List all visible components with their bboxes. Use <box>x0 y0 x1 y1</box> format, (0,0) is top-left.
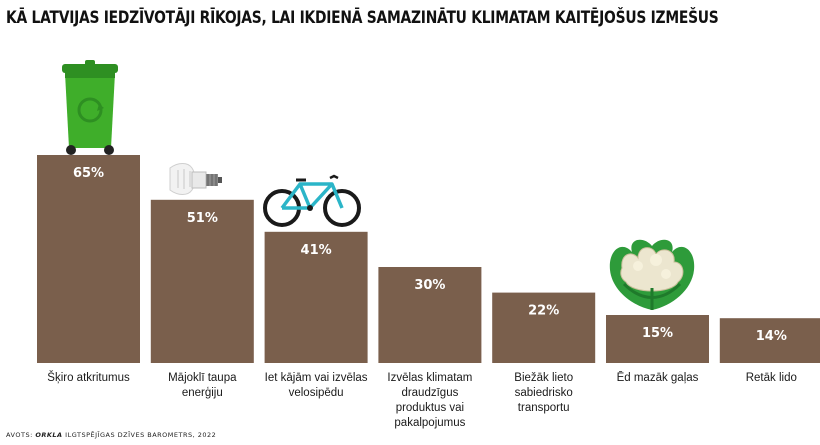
bar-value-label: 41% <box>301 243 332 258</box>
category-label: Mājoklī taupa enerģiju <box>168 372 237 399</box>
bar-value-label: 51% <box>187 211 218 226</box>
chart-title: KĀ LATVIJAS IEDZĪVOTĀJI RĪKOJAS, LAI IKD… <box>6 8 719 27</box>
bar <box>719 318 820 363</box>
bar <box>37 155 140 363</box>
bar-value-label: 14% <box>756 329 787 344</box>
light-bulb-icon <box>169 163 222 195</box>
bar-group: 65% 51% 41% 30% 22% 15% 14% <box>37 155 820 363</box>
bar-value-label: 30% <box>414 278 445 293</box>
category-label: Šķiro atkritumus <box>47 372 130 384</box>
source-prefix: AVOTS: <box>6 431 36 439</box>
source-suffix: ILGTSPĒJĪGAS DZĪVES BAROMETRS, 2022 <box>62 431 217 439</box>
bar-value-label: 65% <box>73 166 104 181</box>
recycling-bin-icon <box>62 60 118 155</box>
source-note: AVOTS: ORKLA ILGTSPĒJĪGAS DZĪVES BAROMET… <box>6 431 216 439</box>
bar-value-label: 22% <box>528 304 559 319</box>
category-label: Retāk lido <box>745 372 797 384</box>
bar-value-label: 15% <box>642 326 673 341</box>
bicycle-icon <box>263 174 361 227</box>
bar <box>150 199 254 363</box>
source-brand: ORKLA <box>35 431 63 439</box>
category-label: Izvēlas klimatam draudzīgus produktus va… <box>387 372 473 429</box>
bar <box>606 315 709 363</box>
bar <box>378 267 482 363</box>
icon-group <box>62 60 695 310</box>
category-label: Iet kājām vai izvēlas velosipēdu <box>264 372 368 399</box>
category-label: Ēd mazāk gaļas <box>616 372 699 384</box>
bar <box>492 292 596 363</box>
cauliflower-icon <box>609 239 695 310</box>
category-label: Biežāk lieto sabiedrisko transportu <box>514 372 574 414</box>
bar <box>264 231 368 363</box>
